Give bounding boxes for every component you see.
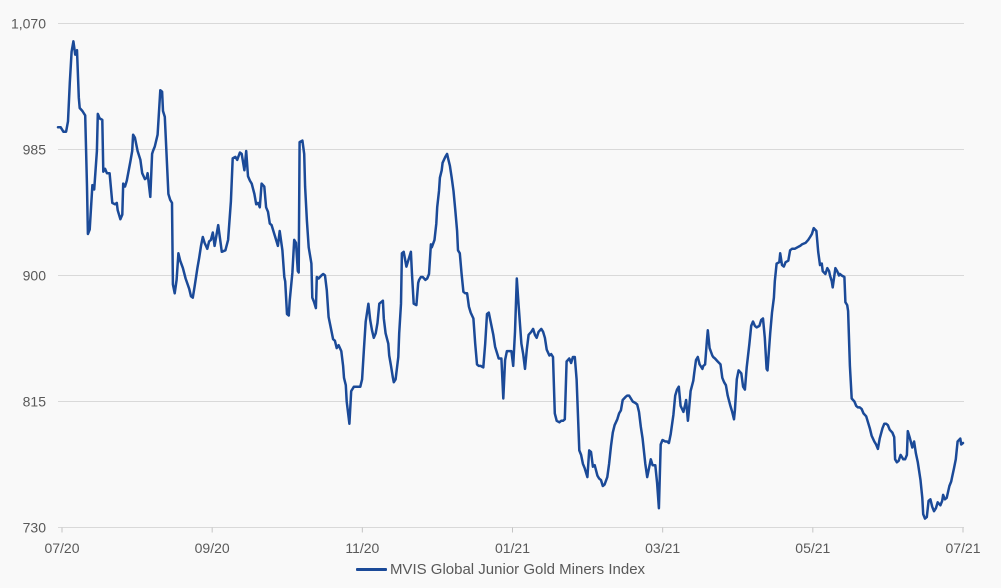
y-axis-label: 815	[23, 394, 47, 410]
y-axis-label: 730	[23, 520, 47, 536]
x-axis-label: 09/20	[195, 540, 230, 556]
legend: MVIS Global Junior Gold Miners Index	[0, 561, 1001, 578]
x-axis-label: 07/20	[44, 540, 79, 556]
x-axis-label: 07/21	[945, 540, 980, 556]
x-axis-label: 01/21	[495, 540, 530, 556]
series-line	[56, 40, 965, 520]
x-axis-label: 11/20	[345, 540, 379, 556]
x-axis-label: 03/21	[645, 540, 680, 556]
legend-line-swatch	[355, 568, 387, 571]
legend-label: MVIS Global Junior Gold Miners Index	[389, 561, 646, 578]
y-axis-label: 900	[23, 268, 47, 284]
y-axis-label: 1,070	[11, 16, 46, 32]
y-axis-label: 985	[23, 142, 47, 158]
x-axis-label: 05/21	[795, 540, 830, 556]
